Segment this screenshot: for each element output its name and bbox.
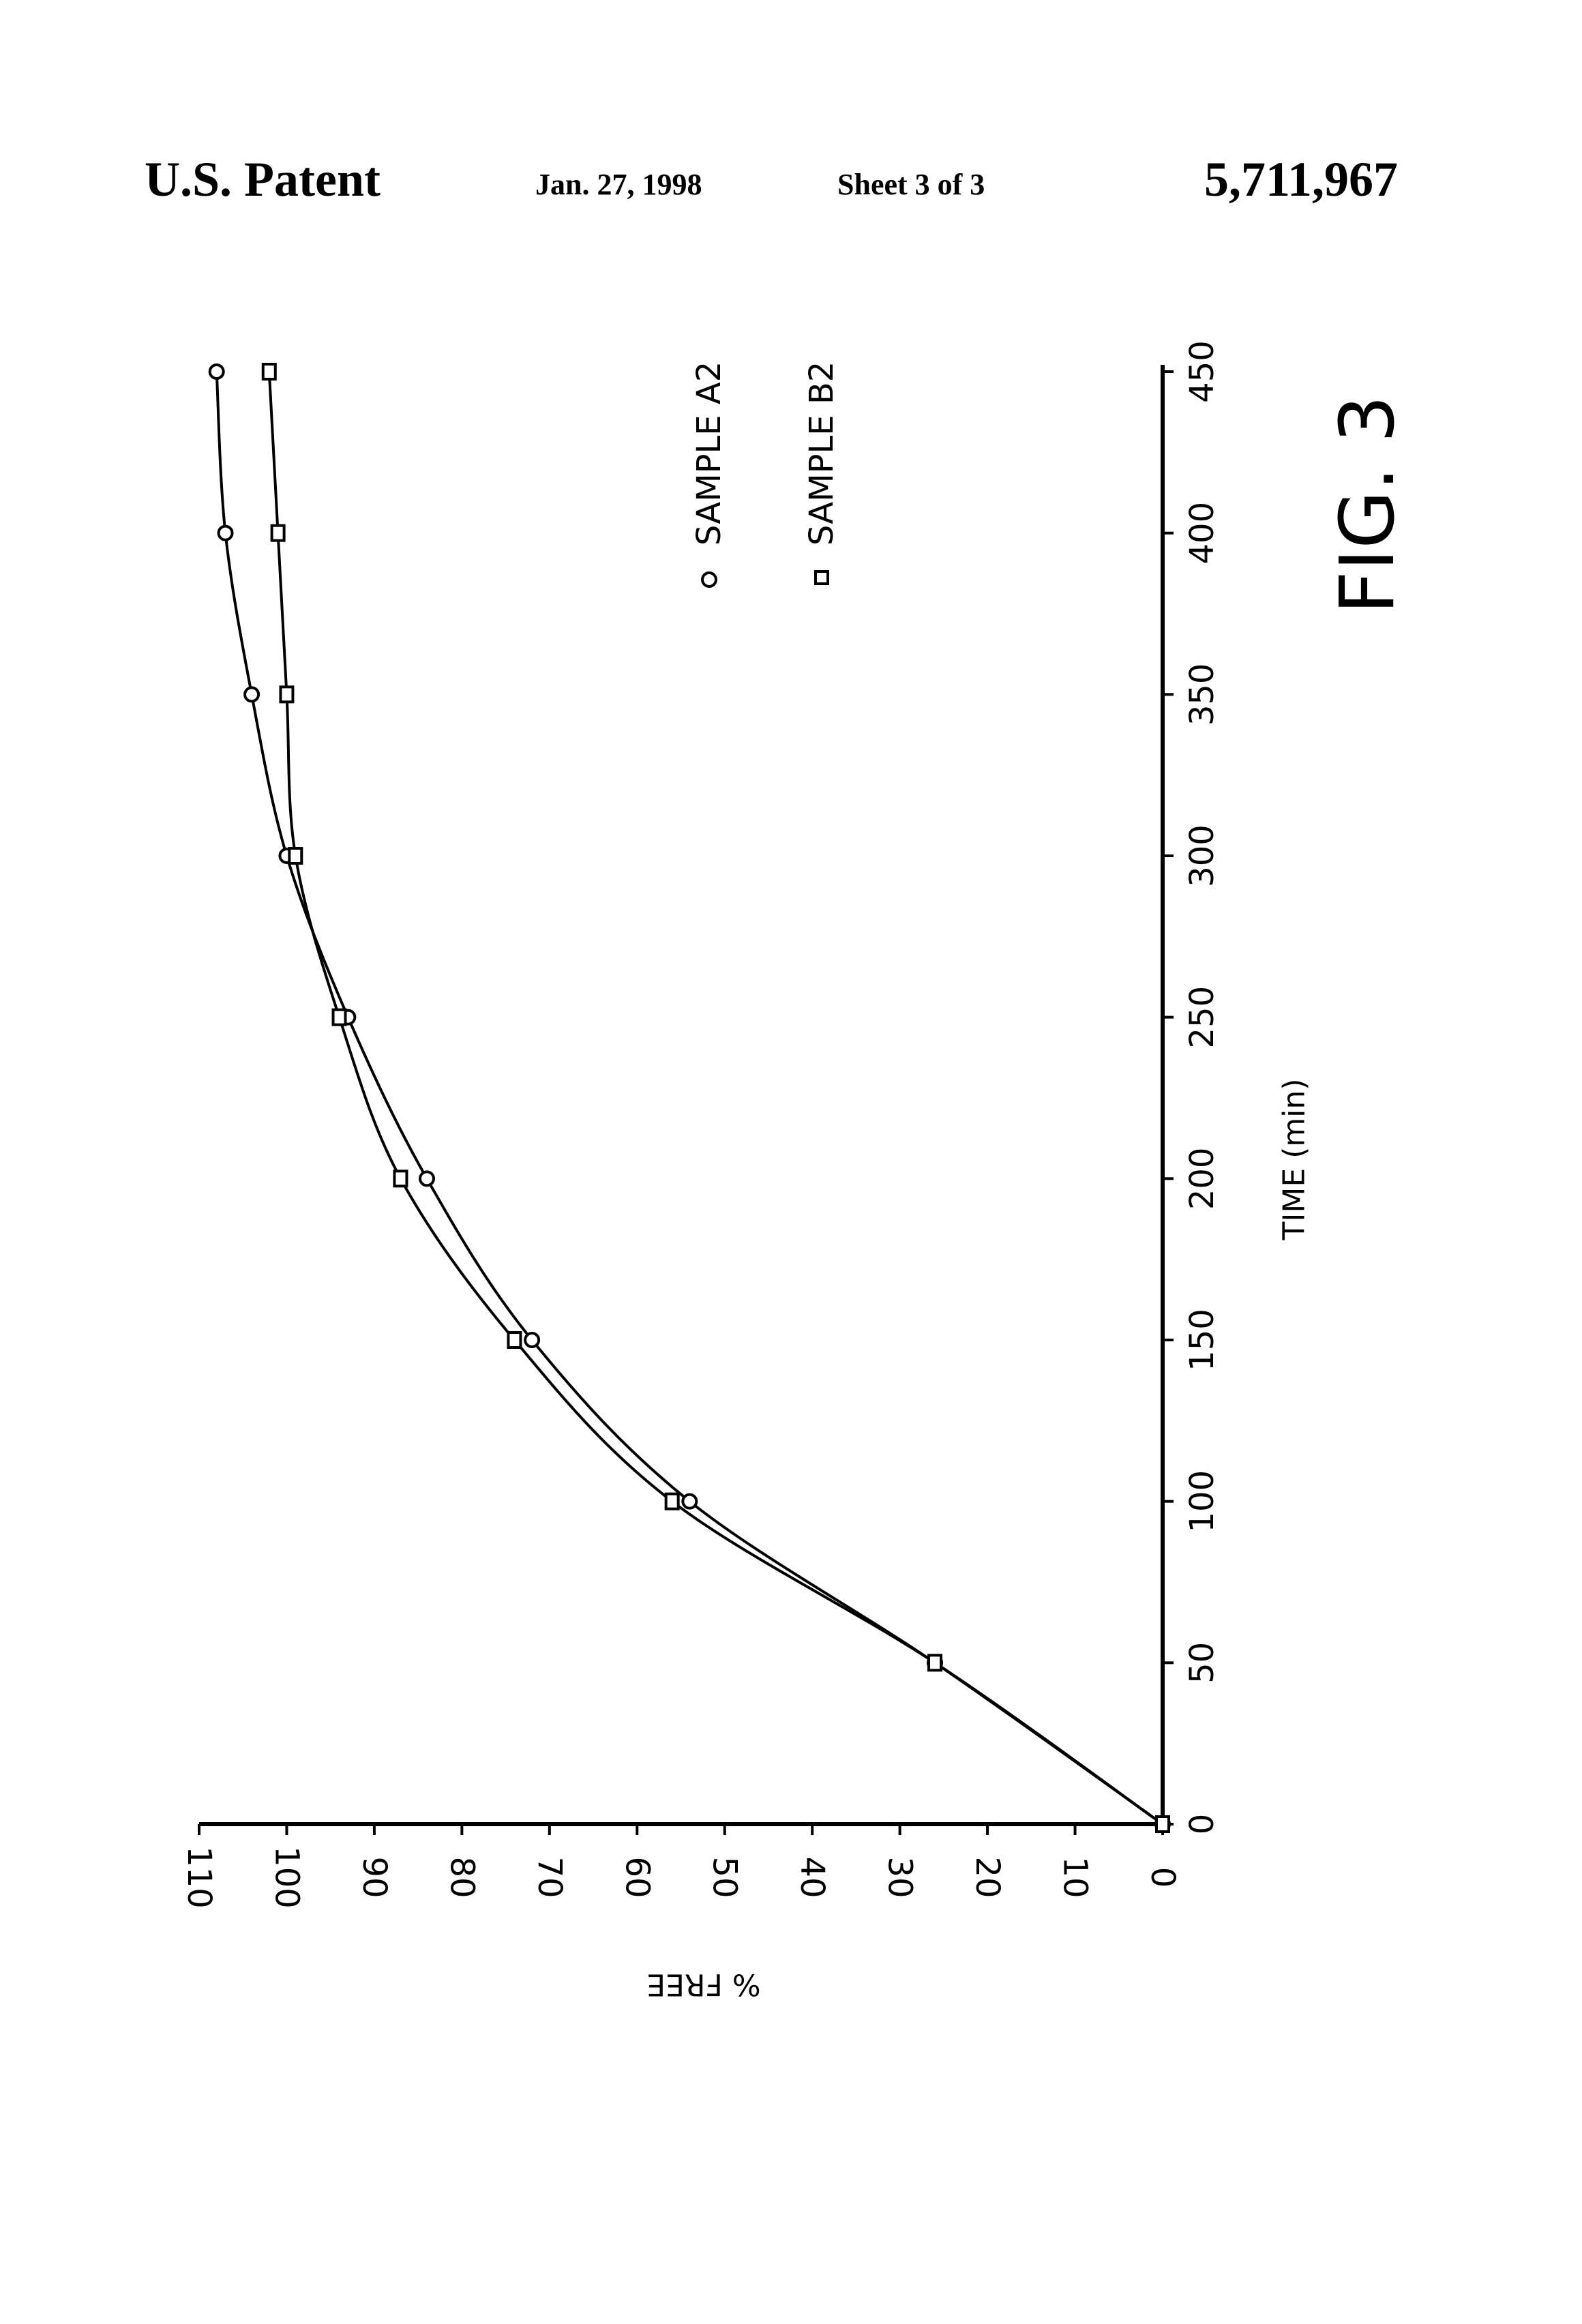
axes bbox=[199, 365, 1163, 1824]
x-tick-label: 200 bbox=[1183, 1148, 1221, 1210]
figure-label: FIG. 3 bbox=[1324, 396, 1411, 614]
series-layer bbox=[210, 364, 1169, 1832]
y-tick-label: 30 bbox=[881, 1856, 919, 1898]
y-tick-label: 90 bbox=[355, 1856, 393, 1898]
point-sample-b2 bbox=[272, 526, 284, 541]
point-sample-b2 bbox=[289, 848, 301, 863]
point-sample-a2 bbox=[210, 365, 224, 378]
point-sample-a2 bbox=[683, 1495, 696, 1508]
y-tick-label: 80 bbox=[443, 1856, 481, 1898]
point-sample-a2 bbox=[245, 687, 258, 701]
point-sample-b2 bbox=[1156, 1817, 1169, 1832]
point-sample-b2 bbox=[508, 1332, 520, 1347]
series-line-sample-a2 bbox=[217, 372, 1163, 1824]
y-tick-label: 100 bbox=[267, 1846, 305, 1909]
x-tick-label: 350 bbox=[1183, 664, 1221, 726]
y-tick-label: 60 bbox=[618, 1856, 656, 1898]
point-sample-b2 bbox=[394, 1171, 406, 1186]
y-tick-label: 110 bbox=[180, 1846, 218, 1909]
x-tick-label: 450 bbox=[1183, 340, 1221, 403]
y-ticks: 0 10 20 30 40 50 60 70 80 90 100 110 bbox=[180, 1824, 1182, 1909]
series-line-sample-b2 bbox=[269, 372, 1163, 1824]
point-sample-b2 bbox=[280, 687, 293, 702]
y-tick-label: 10 bbox=[1056, 1856, 1094, 1898]
point-sample-b2 bbox=[666, 1494, 678, 1509]
y-tick-label: 20 bbox=[968, 1856, 1006, 1898]
legend: SAMPLE A2 SAMPLE B2 bbox=[690, 361, 841, 586]
y-axis-title: % FREE bbox=[646, 1967, 760, 2002]
point-sample-b2 bbox=[929, 1655, 941, 1670]
x-axis-title: TIME (min) bbox=[1277, 1079, 1312, 1241]
legend-entry-sample-b2: SAMPLE B2 bbox=[803, 361, 841, 546]
y-tick-label: 0 bbox=[1144, 1867, 1182, 1888]
point-sample-a2 bbox=[420, 1172, 434, 1185]
y-tick-label: 50 bbox=[706, 1856, 744, 1898]
x-tick-label: 400 bbox=[1183, 502, 1221, 565]
point-sample-b2 bbox=[263, 364, 275, 379]
x-tick-label: 100 bbox=[1183, 1470, 1221, 1533]
point-sample-a2 bbox=[219, 526, 233, 540]
y-tick-label: 70 bbox=[531, 1856, 569, 1898]
x-ticks: 0 50 100 150 200 250 300 350 400 450 bbox=[1163, 340, 1221, 1834]
x-tick-label: 250 bbox=[1183, 986, 1221, 1049]
legend-marker-sample-a2 bbox=[702, 573, 716, 586]
y-tick-label: 40 bbox=[793, 1856, 831, 1898]
x-tick-label: 0 bbox=[1183, 1814, 1221, 1835]
point-sample-a2 bbox=[525, 1333, 539, 1347]
legend-marker-sample-b2 bbox=[816, 571, 828, 584]
x-tick-label: 150 bbox=[1183, 1309, 1221, 1371]
x-tick-label: 50 bbox=[1183, 1642, 1221, 1684]
x-tick-label: 300 bbox=[1183, 824, 1221, 887]
legend-entry-sample-a2: SAMPLE A2 bbox=[690, 361, 728, 546]
point-sample-b2 bbox=[333, 1010, 346, 1025]
